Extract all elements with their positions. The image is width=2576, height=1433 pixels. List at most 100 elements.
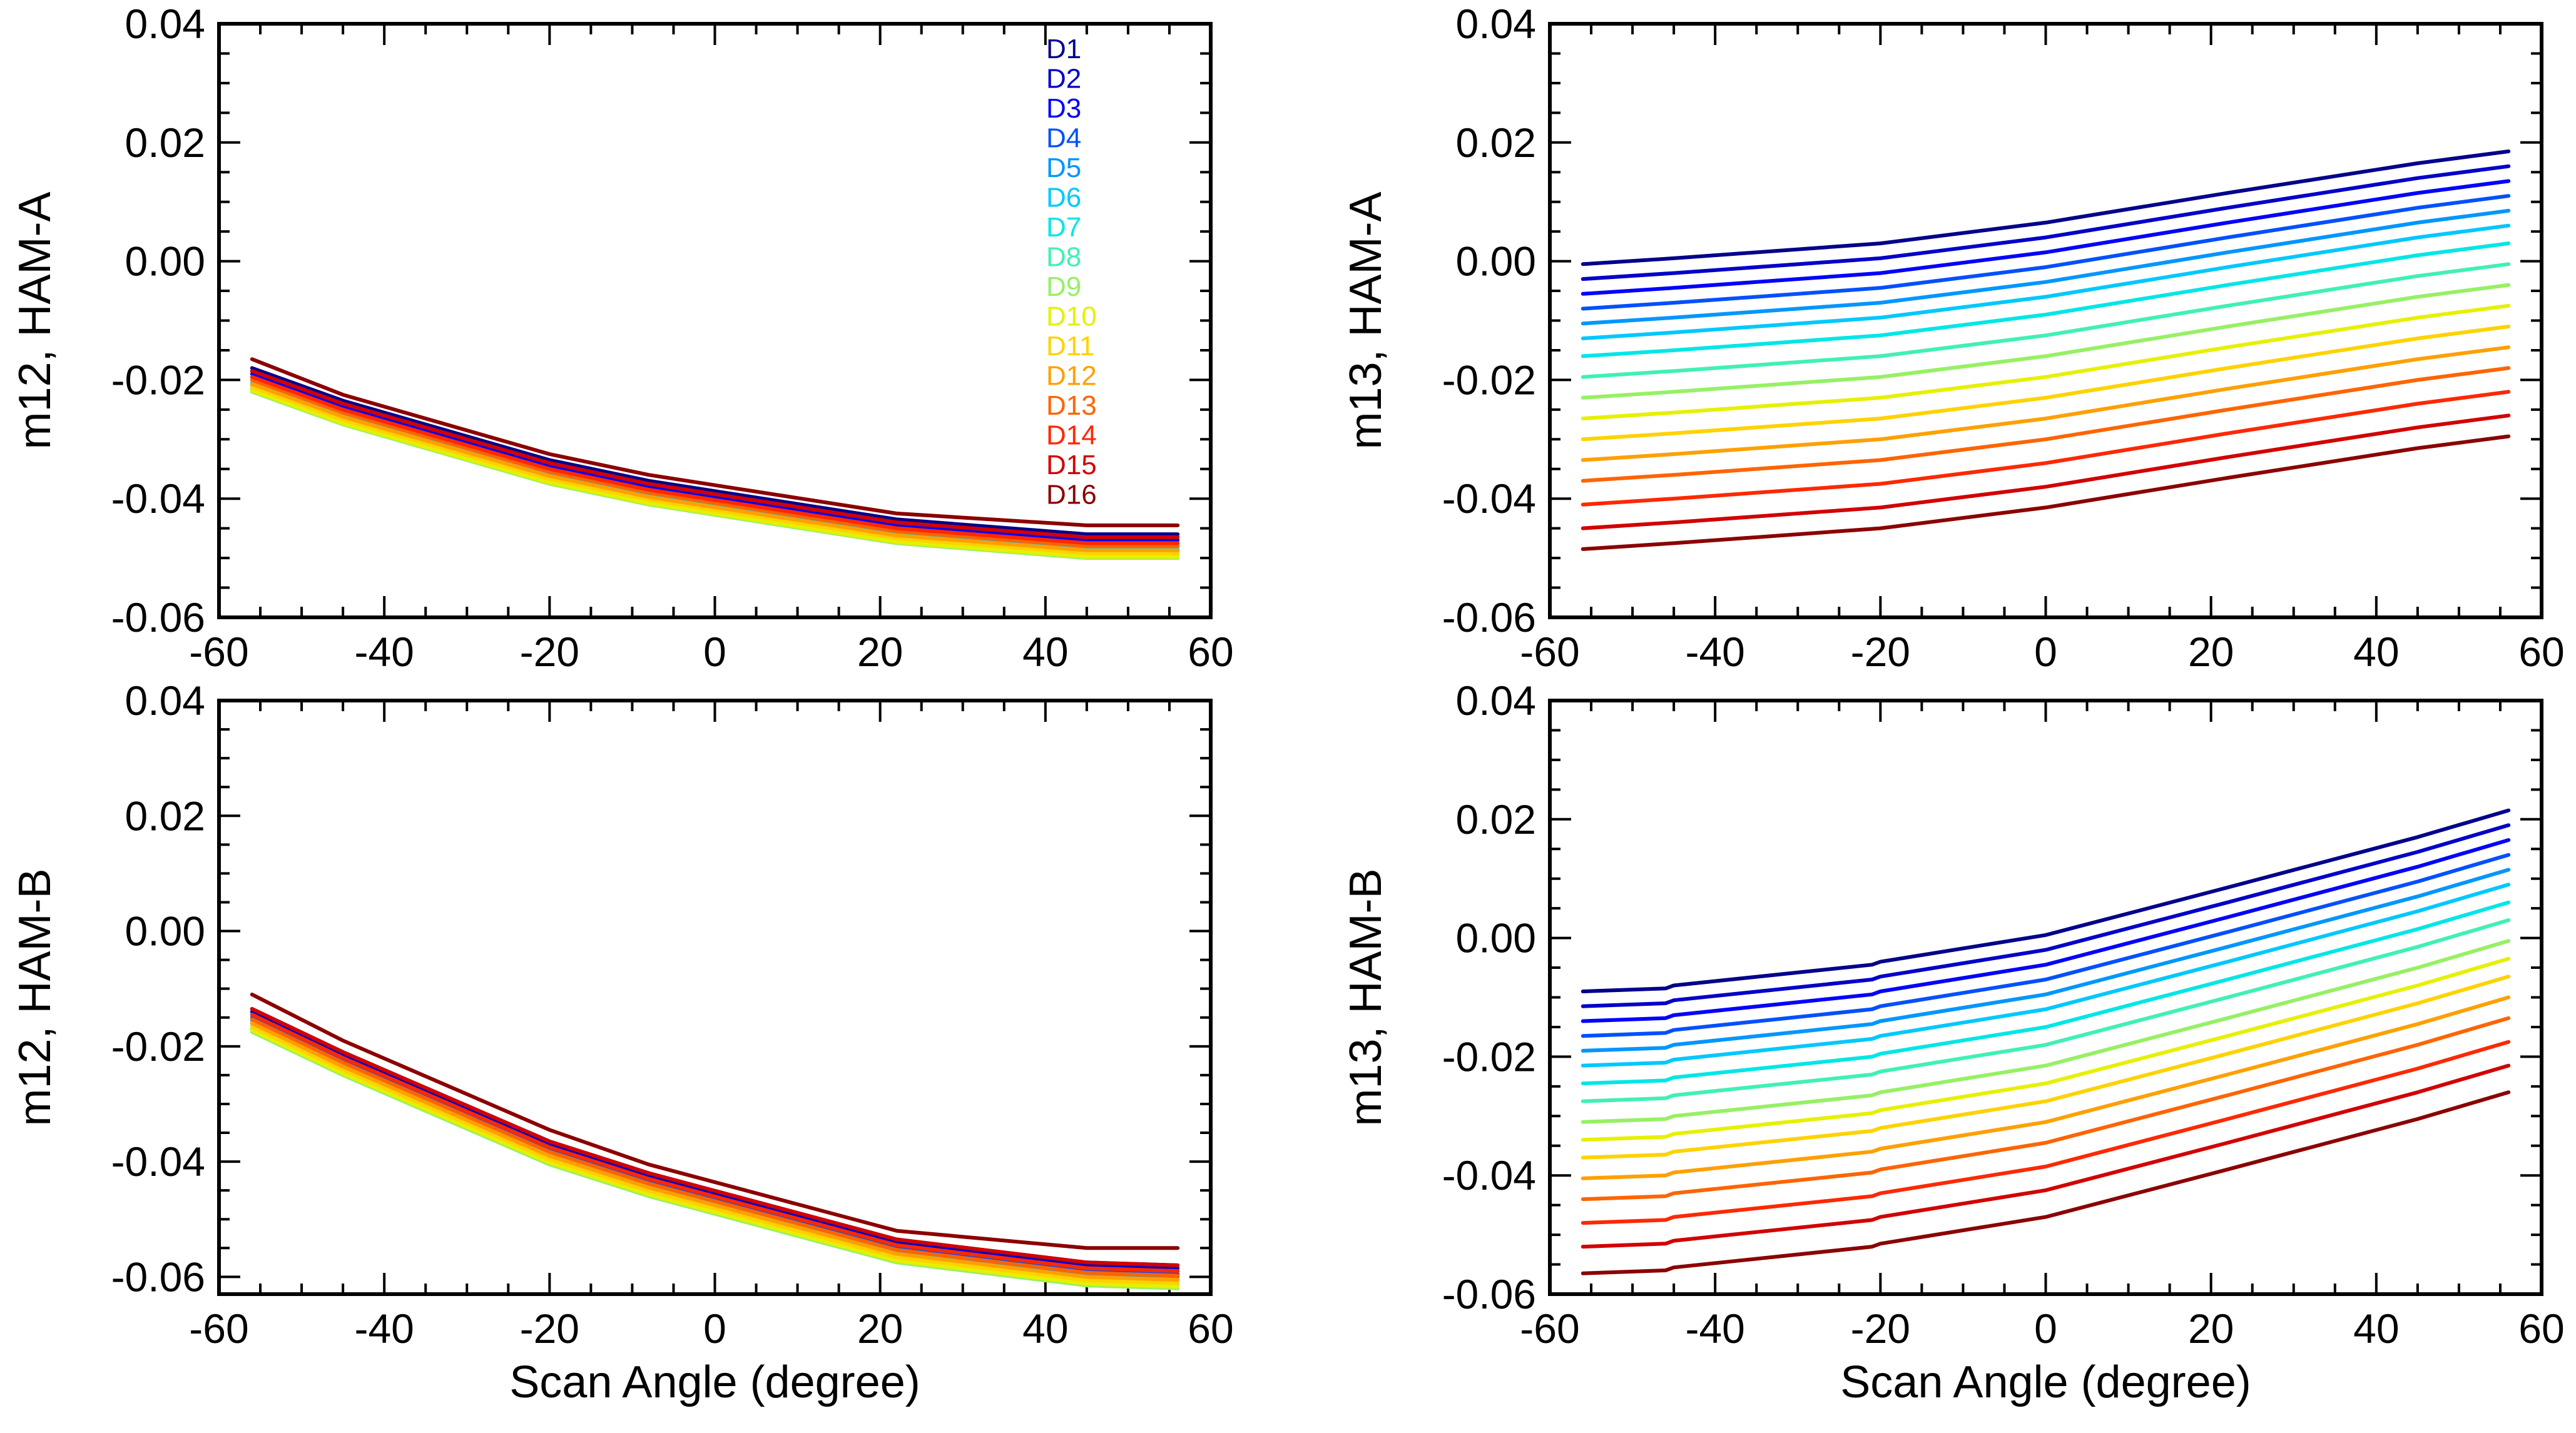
- series-line-d11: [1581, 325, 2511, 442]
- legend-entry-d7: D7: [1046, 212, 1081, 243]
- plot-frame: [1548, 22, 2543, 619]
- series-line-d4: [1581, 194, 2511, 311]
- x-tick-label: 20: [857, 629, 903, 675]
- series-line-d5: [1581, 868, 2511, 1053]
- series-layer: [250, 357, 1180, 560]
- y-axis-label: m12, HAM-A: [10, 191, 60, 449]
- x-tick-label: -40: [1685, 629, 1744, 675]
- series-line-d15: [250, 369, 1180, 539]
- series-line-d8: [250, 1027, 1180, 1288]
- x-tick-label: 0: [2034, 1305, 2057, 1352]
- legend-entry-d16: D16: [1046, 480, 1097, 510]
- series-line-d11: [250, 385, 1180, 555]
- x-tick-label: 0: [703, 1305, 726, 1352]
- y-tick-label: -0.02: [111, 1023, 205, 1070]
- series-line-d2: [1581, 164, 2511, 281]
- x-tick-label: 60: [2518, 1305, 2564, 1352]
- series-line-d2: [250, 1010, 1180, 1270]
- x-tick-label: -40: [354, 1305, 414, 1352]
- axis-ticks: -60 -40 -20 0 20 40 60 -0.06 -0.04 -0.02 0.00 0.02 0…: [111, 677, 1234, 1352]
- legend-entry-d13: D13: [1046, 390, 1097, 421]
- panel-m12-ham-a: -60 -40 -20 0 20 40 60 -0.06 -0.04 -0.02 0.00 0.02 0…: [10, 1, 1234, 675]
- legend-entry-d10: D10: [1046, 301, 1097, 332]
- series-line-d15: [1581, 413, 2511, 530]
- series-line-d10: [1581, 303, 2511, 421]
- y-tick-label: 0.02: [1456, 796, 1536, 843]
- series-layer: [1581, 808, 2511, 1275]
- x-tick-label: -40: [354, 629, 414, 675]
- y-axis-label: m13, HAM-A: [1341, 191, 1391, 449]
- series-line-d13: [250, 1017, 1180, 1278]
- panel-m13-ham-a: -60 -40 -20 0 20 40 60 -0.06 -0.04 -0.02 0.00 0.02 0…: [1341, 1, 2565, 675]
- legend-entry-d11: D11: [1046, 331, 1094, 362]
- series-line-d1: [250, 366, 1180, 537]
- y-tick-label: -0.02: [1442, 357, 1536, 403]
- series-line-d6: [1581, 883, 2511, 1068]
- y-tick-label: -0.06: [111, 1253, 205, 1300]
- x-axis-label: Scan Angle (degree): [509, 1357, 920, 1407]
- series-line-d4: [250, 375, 1180, 545]
- series-line-d8: [1581, 918, 2511, 1103]
- series-line-d3: [1581, 179, 2511, 296]
- x-tick-label: 40: [1022, 629, 1068, 675]
- legend-entry-d9: D9: [1046, 271, 1081, 302]
- y-tick-label: 0.00: [1456, 238, 1536, 285]
- x-tick-label: 40: [2353, 629, 2399, 675]
- x-tick-label: 0: [703, 629, 726, 675]
- series-layer: [1581, 149, 2511, 551]
- y-axis-label: m13, HAM-B: [1341, 868, 1391, 1126]
- series-line-d5: [1581, 208, 2511, 326]
- y-tick-label: -0.06: [1442, 594, 1536, 641]
- x-tick-label: 40: [1022, 1305, 1068, 1352]
- x-tick-label: 20: [2188, 629, 2234, 675]
- x-tick-label: 20: [857, 1305, 903, 1352]
- x-axis-label: Scan Angle (degree): [1840, 1357, 2251, 1407]
- y-tick-label: -0.06: [1442, 1271, 1536, 1317]
- x-tick-label: 20: [2188, 1305, 2234, 1352]
- series-line-d16: [1581, 1090, 2511, 1275]
- series-line-d10: [250, 388, 1180, 559]
- y-tick-label: 0.02: [125, 119, 205, 166]
- y-tick-label: 0.02: [125, 792, 205, 839]
- series-line-d10: [1581, 956, 2511, 1142]
- x-tick-label: -20: [520, 629, 579, 675]
- series-line-d8: [1581, 262, 2511, 379]
- series-line-d9: [1581, 283, 2511, 400]
- series-line-d4: [250, 1015, 1180, 1276]
- series-line-d12: [250, 1021, 1180, 1282]
- x-tick-label: -60: [189, 629, 248, 675]
- legend-entry-d12: D12: [1046, 361, 1097, 392]
- series-line-d1: [1581, 149, 2511, 266]
- y-tick-label: 0.02: [1456, 119, 1536, 166]
- series-line-d7: [250, 383, 1180, 554]
- panel-m12-ham-b: -60 -40 -20 0 20 40 60 -0.06 -0.04 -0.02 0.00 0.02 0…: [10, 677, 1234, 1407]
- legend-entry-d15: D15: [1046, 450, 1097, 480]
- series-line-d11: [250, 1025, 1180, 1285]
- y-tick-label: -0.04: [1442, 475, 1536, 522]
- x-tick-label: -60: [1520, 1305, 1579, 1352]
- series-line-d14: [1581, 1040, 2511, 1225]
- y-tick-label: 0.00: [1456, 915, 1536, 961]
- plot-frame: [217, 699, 1213, 1296]
- series-line-d14: [1581, 390, 2511, 507]
- axis-ticks: -60 -40 -20 0 20 40 60 -0.06 -0.04 -0.02 0.00 0.02 0…: [111, 1, 1234, 675]
- series-line-d13: [1581, 366, 2511, 483]
- legend-entry-d5: D5: [1046, 153, 1081, 183]
- axis-ticks: -60 -40 -20 0 20 40 60 -0.06 -0.04 -0.02 0.00 0.02 0…: [1442, 1, 2565, 675]
- series-line-d16: [250, 992, 1180, 1250]
- series-line-d9: [250, 1030, 1180, 1290]
- y-tick-label: 0.04: [1456, 1, 1536, 47]
- series-line-d13: [1581, 1016, 2511, 1202]
- series-line-d12: [1581, 345, 2511, 462]
- series-line-d3: [250, 1013, 1180, 1273]
- legend-entry-d14: D14: [1046, 420, 1097, 451]
- legend-entry-d4: D4: [1046, 123, 1081, 154]
- series-line-d11: [1581, 975, 2511, 1160]
- series-line-d12: [250, 382, 1180, 552]
- x-tick-label: 60: [1188, 629, 1233, 675]
- series-line-d2: [1581, 823, 2511, 1008]
- series-line-d1: [250, 1006, 1180, 1267]
- y-tick-label: 0.04: [125, 1, 205, 47]
